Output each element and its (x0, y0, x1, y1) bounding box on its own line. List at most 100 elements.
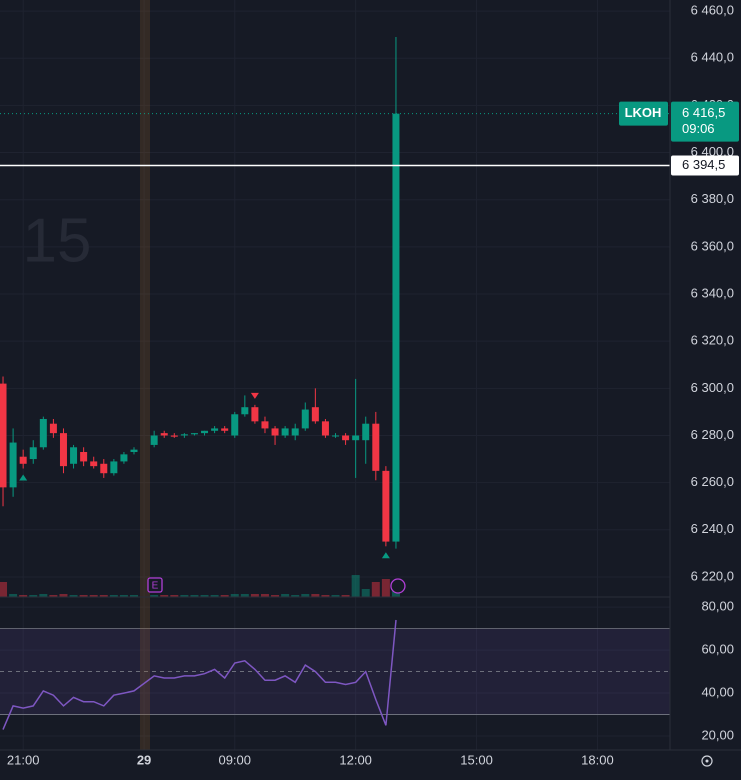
volume-bar (210, 595, 219, 597)
volume-bar (109, 595, 118, 597)
candle-body (321, 421, 329, 436)
earnings-icon-letter: E (152, 581, 159, 592)
x-tick-label: 21:00 (7, 752, 40, 767)
symbol-badge (619, 101, 668, 126)
x-tick-label: 18:00 (581, 752, 614, 767)
y-tick-label: 6 440,0 (691, 50, 734, 65)
candle-body (201, 430, 209, 434)
volume-bar (119, 595, 128, 597)
flash-icon (390, 578, 406, 594)
y2-tick-label: 60,00 (701, 642, 734, 657)
candle-body (130, 449, 138, 452)
settings-icon[interactable] (701, 755, 713, 767)
watermark: 15 (23, 206, 92, 275)
volume-bar (351, 575, 360, 597)
volume-bar (170, 595, 179, 597)
candle-body (70, 447, 78, 464)
volume-bar (250, 594, 259, 597)
candle-body (160, 433, 168, 436)
volume-bar (89, 595, 98, 597)
volume-bar (220, 595, 229, 597)
x-tick-label: 12:00 (339, 752, 372, 767)
y-tick-label: 6 400,0 (691, 144, 734, 159)
candle-body (301, 409, 309, 429)
volume-bar (331, 595, 340, 597)
last-price-label: 6 416,5 (682, 105, 725, 120)
candle-body (382, 470, 390, 542)
candle-body (261, 421, 269, 429)
last-price-badge (671, 101, 739, 142)
candle-body (251, 407, 259, 422)
volume-bar (200, 595, 209, 597)
volume-bar (230, 594, 239, 597)
y-tick-label: 6 240,0 (691, 521, 734, 536)
volume-bar (19, 595, 28, 597)
horizontal-line-label: 6 394,5 (682, 157, 725, 172)
session-separator (140, 0, 150, 750)
candle-body (170, 435, 178, 437)
candle-body (311, 407, 319, 422)
volume-bar (9, 594, 18, 597)
rsi-line (2, 619, 397, 730)
countdown-label: 09:06 (682, 121, 715, 136)
candle-body (9, 442, 17, 488)
volume-bar (59, 594, 68, 597)
y-tick-label: 6 360,0 (691, 238, 734, 253)
volume-bar (79, 595, 88, 597)
volume-bar (99, 595, 108, 597)
candle-body (342, 435, 350, 441)
candle-body (190, 433, 198, 435)
volume-bar (180, 595, 189, 597)
volume-bar (240, 594, 249, 597)
candle-body (110, 461, 118, 474)
volume-bar (321, 595, 330, 597)
candle-body (281, 428, 289, 436)
volume-bar (49, 595, 58, 597)
volume-bar (271, 595, 280, 597)
candle-body (49, 423, 57, 434)
candle-body (90, 461, 98, 467)
x-tick-label: 15:00 (460, 752, 493, 767)
candle-body (0, 383, 7, 488)
y-tick-label: 6 380,0 (691, 191, 734, 206)
candle-body (29, 447, 37, 460)
volume-bar (0, 582, 8, 597)
candle-body (271, 428, 279, 436)
candle-body (241, 407, 249, 415)
rsi-band (0, 628, 670, 715)
y2-tick-label: 80,00 (701, 599, 734, 614)
volume-bar (69, 595, 78, 597)
volume-bar (361, 589, 370, 597)
volume-bar (150, 595, 159, 597)
candle-body (100, 463, 108, 474)
y-tick-label: 6 340,0 (691, 285, 734, 300)
candle-body (211, 428, 219, 431)
x-tick-label: 29 (137, 752, 151, 767)
candle-body (231, 414, 239, 436)
y-tick-label: 6 220,0 (691, 568, 734, 583)
candle-body (19, 456, 27, 464)
candle-body (180, 434, 188, 436)
volume-bar (291, 595, 300, 597)
volume-bar (341, 595, 350, 597)
candle-body (120, 454, 128, 462)
volume-bar (311, 594, 320, 597)
y2-tick-label: 20,00 (701, 727, 734, 742)
volume-bar (160, 595, 169, 597)
candle-body (59, 433, 67, 467)
signal-marker (19, 474, 28, 481)
candle-body (291, 428, 299, 436)
volume-bar (381, 579, 390, 597)
volume-bar (130, 595, 138, 597)
candle-body (372, 423, 380, 471)
y-tick-label: 6 320,0 (691, 333, 734, 348)
volume-bar (29, 595, 38, 597)
volume-bar (371, 582, 380, 597)
candle-body (352, 435, 360, 441)
x-tick-label: 09:00 (218, 752, 251, 767)
signal-marker (250, 392, 259, 399)
volume-bar (39, 594, 48, 597)
candle-body (150, 435, 158, 445)
candle-body (80, 451, 88, 462)
horizontal-line-badge (671, 155, 739, 176)
